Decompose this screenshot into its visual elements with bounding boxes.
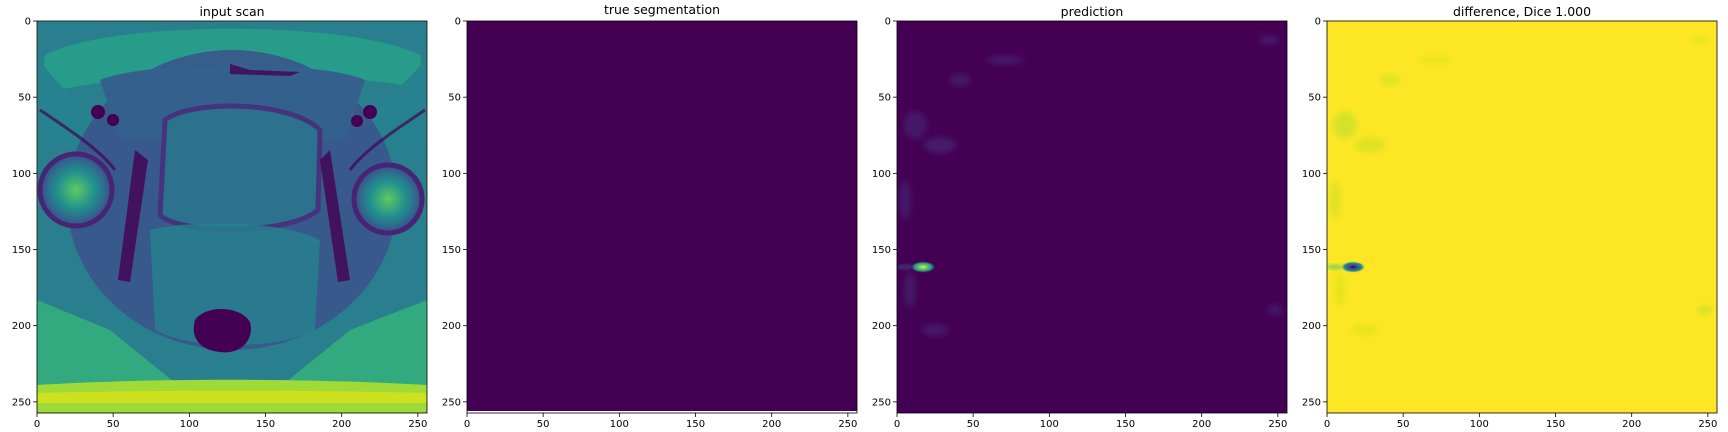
x-tick-label: 250: [838, 419, 857, 430]
y-tick-label: 150: [12, 245, 31, 256]
y-tick-label: 100: [1302, 169, 1321, 180]
x-tick-label: 150: [686, 419, 705, 430]
x-tick-label: 250: [1268, 419, 1287, 430]
y-tick-label: 100: [12, 169, 31, 180]
x-tick-label: 0: [34, 419, 40, 430]
y-tick-label: 250: [442, 397, 461, 408]
y-tick-label: 200: [1302, 321, 1321, 332]
panel-input-scan: input scan: [36, 4, 428, 414]
scan-image: [37, 21, 427, 413]
y-tick-label: 250: [872, 397, 891, 408]
y-tick-label: 250: [1302, 397, 1321, 408]
y-tick-label: 150: [442, 245, 461, 256]
y-tick-label: 0: [1315, 17, 1321, 28]
y-tick-label: 0: [885, 17, 891, 28]
x-tick-label: 100: [1470, 419, 1489, 430]
x-tick-label: 50: [537, 419, 550, 430]
x-tick-label: 0: [894, 419, 900, 430]
x-tick-label: 150: [1546, 419, 1565, 430]
panel-true-segmentation: true segmentation: [466, 2, 858, 414]
axes-frame: [896, 20, 1288, 414]
x-tick-label: 200: [332, 419, 351, 430]
axes-frame: [36, 20, 428, 414]
x-tick-label: 50: [967, 419, 980, 430]
x-tick-label: 50: [1397, 419, 1410, 430]
difference-image: [1327, 21, 1717, 413]
y-tick-label: 150: [872, 245, 891, 256]
x-tick-label: 250: [408, 419, 427, 430]
x-tick-label: 100: [610, 419, 629, 430]
x-tick-label: 100: [1040, 419, 1059, 430]
y-tick-label: 0: [455, 17, 461, 28]
y-tick-label: 0: [25, 17, 31, 28]
x-tick-label: 150: [1116, 419, 1135, 430]
axes-frame: [1326, 20, 1718, 414]
y-tick-label: 200: [12, 321, 31, 332]
y-tick-label: 200: [442, 321, 461, 332]
y-tick-label: 100: [442, 169, 461, 180]
y-tick-label: 50: [1308, 93, 1321, 104]
x-tick-label: 0: [464, 419, 470, 430]
panel-title: prediction: [1061, 4, 1124, 19]
panel-title: difference, Dice 1.000: [1453, 4, 1591, 19]
panel-title: input scan: [199, 4, 264, 19]
x-tick-label: 100: [180, 419, 199, 430]
x-tick-label: 250: [1698, 419, 1717, 430]
axes-frame: [466, 20, 858, 414]
y-tick-label: 200: [872, 321, 891, 332]
x-tick-label: 0: [1324, 419, 1330, 430]
y-tick-label: 50: [18, 93, 31, 104]
panel-title: true segmentation: [604, 2, 720, 17]
y-tick-label: 250: [12, 397, 31, 408]
y-tick-label: 50: [878, 93, 891, 104]
segmentation-image: [467, 21, 857, 411]
y-tick-label: 50: [448, 93, 461, 104]
prediction-image: [897, 21, 1287, 413]
x-tick-label: 200: [1622, 419, 1641, 430]
x-tick-label: 200: [1192, 419, 1211, 430]
x-tick-label: 150: [256, 419, 275, 430]
x-tick-label: 200: [762, 419, 781, 430]
y-tick-label: 150: [1302, 245, 1321, 256]
x-tick-label: 50: [107, 419, 120, 430]
panel-difference: difference, Dice 1.000: [1326, 4, 1718, 414]
panel-prediction: prediction: [896, 4, 1288, 414]
y-tick-label: 100: [872, 169, 891, 180]
